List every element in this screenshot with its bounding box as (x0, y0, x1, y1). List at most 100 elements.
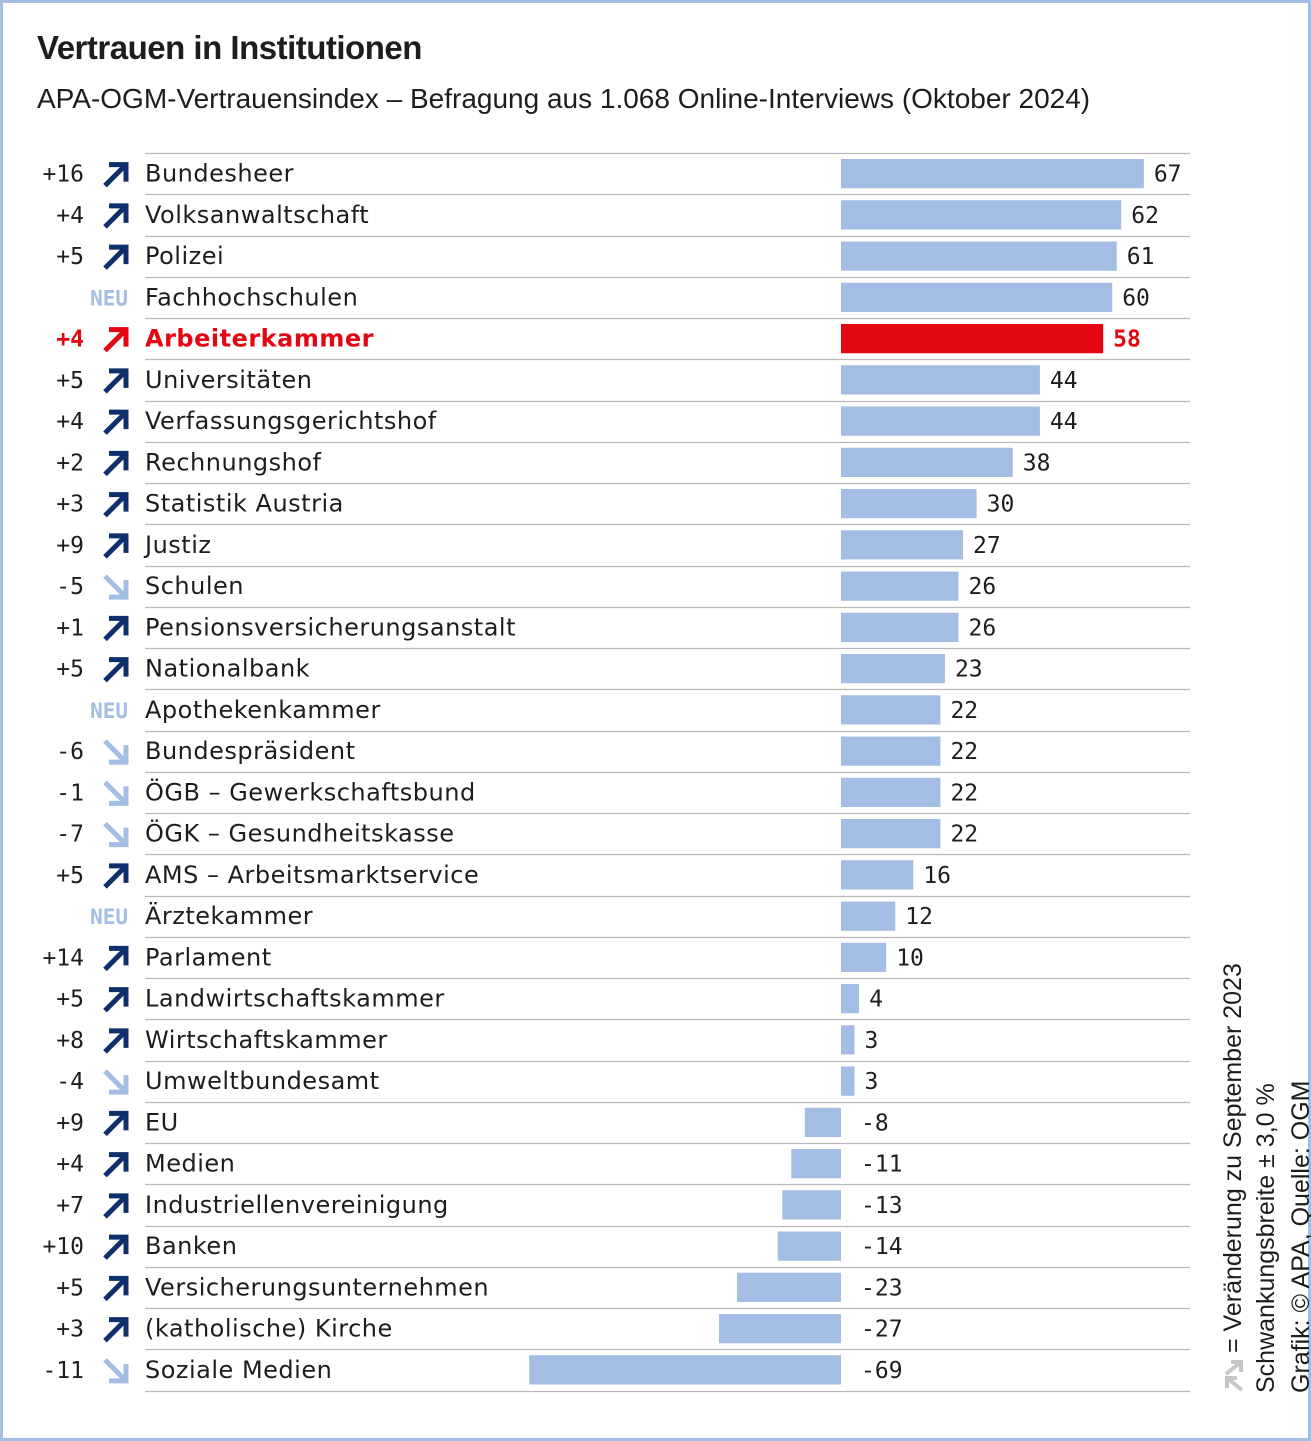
arrow-up-icon (103, 615, 129, 642)
value-label: 22 (950, 822, 978, 848)
bar (841, 571, 959, 601)
category-label: Justiz (143, 531, 211, 559)
category-label: Rechnungshof (145, 448, 322, 476)
arrow-up-icon (103, 368, 129, 394)
bar (529, 1355, 841, 1385)
change-label: -7 (56, 822, 84, 848)
bar (804, 1107, 841, 1137)
category-label: Medien (145, 1150, 235, 1178)
category-label: Statistik Austria (145, 490, 344, 518)
change-label: +5 (56, 368, 84, 394)
value-label: 60 (1122, 285, 1150, 311)
category-label: Ärztekammer (145, 901, 313, 930)
arrow-down-icon (103, 739, 129, 765)
arrow-up-icon (103, 244, 129, 270)
chart-subtitle: APA-OGM-Vertrauensindex – Befragung aus … (37, 83, 1091, 114)
value-label: 67 (1154, 162, 1182, 188)
category-label: (katholische) Kirche (145, 1315, 393, 1343)
category-label: Verfassungsgerichtshof (145, 407, 437, 435)
category-label: Fachhochschulen (145, 283, 358, 311)
category-label: Volksanwaltschaft (145, 201, 369, 229)
category-label: EU (145, 1108, 179, 1136)
arrow-up-icon (103, 533, 129, 559)
value-label: -8 (861, 1110, 889, 1136)
category-label: Bundespräsident (145, 737, 356, 765)
category-label: Polizei (145, 242, 224, 270)
value-label: 44 (1050, 409, 1078, 435)
change-label: -5 (56, 574, 84, 600)
category-label: ÖGB – Gewerkschaftsbund (145, 777, 476, 806)
bar (841, 159, 1144, 189)
value-label: 10 (896, 945, 924, 971)
change-label: +16 (42, 162, 84, 188)
category-label: ÖGK – Gesundheitskasse (145, 819, 455, 848)
change-label: -4 (56, 1069, 84, 1095)
change-label: +5 (56, 244, 84, 270)
arrow-up-icon (103, 1193, 129, 1219)
new-badge: NEU (90, 905, 128, 929)
value-label: 23 (955, 657, 983, 683)
bar (841, 654, 945, 684)
bar (841, 489, 977, 519)
category-label: AMS – Arbeitsmarktservice (145, 861, 479, 889)
value-label: 26 (969, 574, 997, 600)
value-label: 22 (950, 698, 978, 724)
category-label: Industriellenvereinigung (145, 1191, 449, 1219)
value-label: 58 (1113, 327, 1141, 353)
arrow-up-icon (103, 1234, 129, 1260)
change-label: +5 (56, 863, 84, 889)
change-label: +9 (56, 1110, 84, 1136)
value-label: 30 (987, 492, 1015, 518)
change-label: +5 (56, 657, 84, 683)
change-label: +2 (56, 450, 84, 476)
arrow-up-icon (103, 1152, 129, 1178)
bar-chart: 67 Bundesheer +16 62 Volksanwaltschaft +4 61 Po… (42, 152, 1190, 1393)
change-label: +7 (56, 1193, 84, 1219)
category-label: Bundesheer (145, 160, 294, 188)
bar (737, 1272, 841, 1302)
bar (841, 612, 959, 642)
value-label: 27 (973, 533, 1001, 559)
bar (841, 324, 1104, 354)
bar (782, 1190, 841, 1220)
change-label: -6 (56, 739, 84, 765)
legend-text: = Veränderung zu September 2023 (1219, 963, 1247, 1353)
bar (841, 447, 1013, 477)
bar (841, 695, 941, 725)
value-label: -11 (861, 1152, 903, 1178)
credit-text: Grafik: © APA, Quelle: OGM (1287, 1080, 1311, 1394)
value-label: 61 (1127, 244, 1155, 270)
value-label: -13 (861, 1193, 903, 1219)
arrow-up-icon (103, 327, 129, 353)
bar (841, 1066, 855, 1096)
margin-of-error-line: Schwankungsbreite ± 3,0 % (1252, 523, 1281, 1393)
credit-line: Grafik: © APA, Quelle: OGM (1287, 523, 1311, 1394)
value-label: -14 (861, 1234, 903, 1260)
change-label: +9 (56, 533, 84, 559)
arrow-up-icon (103, 1275, 129, 1302)
bar (841, 860, 914, 890)
value-label: 44 (1050, 368, 1078, 394)
change-label: +10 (42, 1234, 84, 1260)
bar (841, 282, 1113, 312)
change-label: +4 (56, 327, 84, 353)
category-label: Apothekenkammer (145, 696, 381, 724)
bar (841, 406, 1040, 436)
bar (841, 365, 1040, 395)
change-label: +4 (56, 409, 84, 435)
category-label: Umweltbundesamt (145, 1067, 380, 1095)
category-label: Banken (145, 1232, 237, 1260)
bar (841, 200, 1122, 230)
value-label: 12 (905, 904, 933, 930)
bar (777, 1231, 841, 1261)
new-badge: NEU (90, 699, 128, 723)
category-label: Versicherungsunternehmen (145, 1273, 489, 1301)
category-label: Parlament (145, 943, 272, 971)
value-label: 3 (865, 1028, 879, 1054)
arrow-up-icon (103, 987, 129, 1013)
arrow-up-icon (103, 450, 129, 477)
arrow-down-icon (103, 1358, 129, 1384)
arrow-up-icon (103, 409, 129, 435)
change-label: +14 (42, 945, 84, 971)
arrow-down-icon (103, 780, 129, 806)
